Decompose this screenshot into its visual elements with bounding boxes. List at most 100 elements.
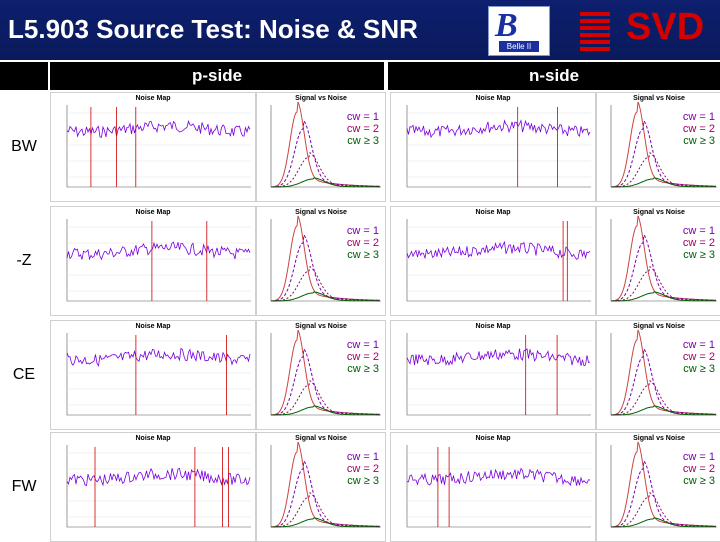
- snr-curve-cw1: [610, 347, 716, 416]
- axes: [66, 105, 251, 188]
- noise-trace: [66, 119, 251, 138]
- noise-trace: [406, 467, 591, 486]
- cw-legend-entry: cw = 2: [346, 351, 379, 363]
- noise-trace: [406, 240, 591, 260]
- snr-curve-cw2: [271, 380, 380, 416]
- signal-vs-noise-title: Signal vs Noise: [633, 435, 685, 442]
- slide-title: L5.903 Source Test: Noise & SNR: [8, 14, 418, 44]
- cw-legend-entry: cw = 1: [682, 339, 715, 351]
- cw-legend-entry: cw = 2: [346, 463, 379, 475]
- snr-curve-cw3: [271, 517, 380, 528]
- cluster-width-legend: cw = 1 cw = 2 cw ≥ 3: [347, 451, 379, 487]
- axes: [406, 333, 591, 416]
- cw-legend-entry: cw = 2: [346, 237, 379, 249]
- snr-curve-cw1: [610, 459, 716, 528]
- cw-legend-entry: cw ≥ 3: [347, 135, 379, 147]
- axes: [406, 105, 591, 188]
- snr-curve-total: [611, 329, 716, 416]
- p-side-noise-map: Noise Map: [50, 320, 256, 430]
- header-corner: [0, 62, 48, 90]
- cluster-width-legend: cw = 1 cw = 2 cw ≥ 3: [683, 111, 715, 147]
- n-side-signal-vs-noise: Signal vs Noise cw = 1 cw = 2 cw ≥ 3: [596, 432, 720, 542]
- p-side-signal-vs-noise: Signal vs Noise cw = 1 cw = 2 cw ≥ 3: [256, 432, 386, 542]
- cluster-width-legend: cw = 1 cw = 2 cw ≥ 3: [683, 451, 715, 487]
- snr-curve-cw2: [611, 492, 716, 528]
- noise-map-title: Noise Map: [135, 323, 171, 330]
- belle2-logo-text: Belle II: [499, 41, 539, 52]
- snr-curve-cw2: [271, 492, 380, 528]
- cluster-width-legend: cw = 1 cw = 2 cw ≥ 3: [347, 225, 379, 261]
- cw-legend-entry: cw = 1: [682, 225, 715, 237]
- n-side-noise-map: Noise Map: [390, 206, 596, 316]
- cw-legend-entry: cw = 2: [682, 237, 715, 249]
- noise-trace: [66, 467, 251, 487]
- axes: [66, 333, 251, 416]
- snr-curve-cw2: [611, 152, 716, 188]
- p-side-signal-vs-noise: Signal vs Noise cw = 1 cw = 2 cw ≥ 3: [256, 92, 386, 202]
- noise-map-title: Noise Map: [135, 435, 171, 442]
- p-side-noise-map: Noise Map: [50, 206, 256, 316]
- snr-curve-cw1: [610, 233, 716, 302]
- snr-curve-cw3: [271, 405, 380, 416]
- snr-curve-cw2: [611, 380, 716, 416]
- belle2-logo-letter: B: [495, 7, 518, 44]
- noise-map-title: Noise Map: [475, 323, 511, 330]
- noise-map-title: Noise Map: [475, 435, 511, 442]
- cw-legend-entry: cw = 2: [682, 351, 715, 363]
- cw-legend-entry: cw = 2: [682, 463, 715, 475]
- signal-vs-noise-title: Signal vs Noise: [633, 209, 685, 216]
- cw-legend-entry: cw ≥ 3: [347, 363, 379, 375]
- snr-curve-total: [611, 441, 716, 528]
- cw-legend-entry: cw = 2: [346, 123, 379, 135]
- cw-legend-entry: cw ≥ 3: [683, 363, 715, 375]
- cw-legend-entry: cw = 1: [682, 451, 715, 463]
- cw-legend-entry: cw ≥ 3: [683, 135, 715, 147]
- n-side-signal-vs-noise: Signal vs Noise cw = 1 cw = 2 cw ≥ 3: [596, 92, 720, 202]
- signal-vs-noise-title: Signal vs Noise: [295, 435, 347, 442]
- snr-curve-cw2: [611, 266, 716, 302]
- axes: [406, 219, 591, 302]
- n-side-header: n-side: [388, 62, 720, 90]
- title-bar: L5.903 Source Test: Noise & SNR B Belle …: [0, 0, 720, 60]
- cw-legend-entry: cw = 1: [682, 111, 715, 123]
- noise-trace: [66, 241, 251, 261]
- signal-vs-noise-title: Signal vs Noise: [633, 323, 685, 330]
- cw-legend-entry: cw = 1: [346, 225, 379, 237]
- n-side-noise-map: Noise Map: [390, 92, 596, 202]
- snr-curve-cw2: [271, 266, 380, 302]
- svd-logo-bars: [580, 12, 610, 54]
- snr-curve-cw2: [271, 152, 380, 188]
- cw-legend-entry: cw ≥ 3: [347, 475, 379, 487]
- n-side-signal-vs-noise: Signal vs Noise cw = 1 cw = 2 cw ≥ 3: [596, 206, 720, 316]
- snr-curve-cw3: [611, 177, 717, 188]
- n-side-noise-map: Noise Map: [390, 432, 596, 542]
- cluster-width-legend: cw = 1 cw = 2 cw ≥ 3: [683, 225, 715, 261]
- axes: [406, 445, 591, 528]
- cw-legend-entry: cw = 2: [682, 123, 715, 135]
- p-side-noise-map: Noise Map: [50, 432, 256, 542]
- axes: [66, 219, 251, 302]
- noise-trace: [406, 119, 591, 139]
- belle2-logo: B Belle II: [488, 6, 550, 56]
- row-label: BW: [11, 138, 37, 155]
- svd-logo-text: SVD: [626, 6, 705, 48]
- signal-vs-noise-title: Signal vs Noise: [295, 95, 347, 102]
- row-label: FW: [11, 478, 37, 495]
- n-side-signal-vs-noise: Signal vs Noise cw = 1 cw = 2 cw ≥ 3: [596, 320, 720, 430]
- cluster-width-legend: cw = 1 cw = 2 cw ≥ 3: [347, 111, 379, 147]
- snr-curve-total: [611, 215, 716, 302]
- signal-vs-noise-title: Signal vs Noise: [633, 95, 685, 102]
- p-side-noise-map: Noise Map: [50, 92, 256, 202]
- noise-map-title: Noise Map: [135, 209, 171, 216]
- row-label: -Z: [16, 252, 32, 269]
- p-side-signal-vs-noise: Signal vs Noise cw = 1 cw = 2 cw ≥ 3: [256, 206, 386, 316]
- snr-curve-cw3: [611, 517, 717, 528]
- snr-curve-cw3: [611, 291, 717, 302]
- snr-curve-cw3: [611, 405, 717, 416]
- cluster-width-legend: cw = 1 cw = 2 cw ≥ 3: [683, 339, 715, 375]
- axes: [66, 445, 251, 528]
- snr-curve-cw3: [271, 291, 380, 302]
- cluster-width-legend: cw = 1 cw = 2 cw ≥ 3: [347, 339, 379, 375]
- noise-map-title: Noise Map: [135, 95, 171, 102]
- cw-legend-entry: cw = 1: [346, 339, 379, 351]
